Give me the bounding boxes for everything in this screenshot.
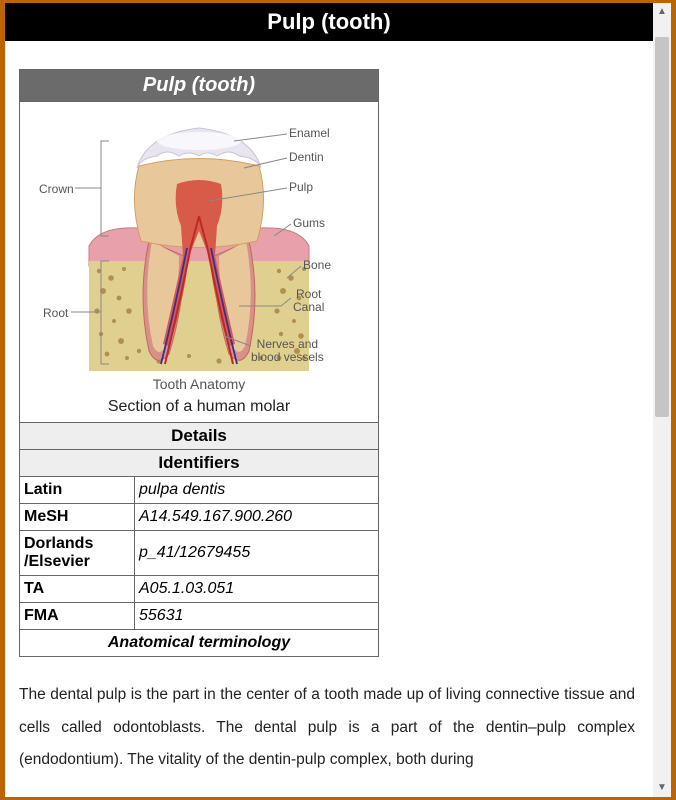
body-paragraph: The dental pulp is the part in the cente…: [19, 679, 639, 777]
infobox-footer[interactable]: Anatomical terminology: [20, 630, 379, 657]
label-bone: Bone: [303, 258, 331, 272]
row-value[interactable]: A05.1.03.051: [135, 576, 379, 603]
page-title: Pulp (tooth): [5, 3, 653, 41]
table-row: Dorlands /Elsevierp_41/12679455: [20, 531, 379, 576]
row-value[interactable]: p_41/12679455: [135, 531, 379, 576]
table-row: TAA05.1.03.051: [20, 576, 379, 603]
row-label: TA: [20, 576, 135, 603]
diagram-title: Tooth Anatomy: [153, 376, 246, 392]
scroll-down-icon[interactable]: ▼: [653, 779, 671, 797]
table-row: Latinpulpa dentis: [20, 477, 379, 504]
app-frame: Pulp (tooth) Pulp (tooth): [5, 3, 671, 797]
section-details: Details: [20, 423, 379, 450]
row-label: FMA: [20, 603, 135, 630]
label-nerves: Nerves andblood vessels: [251, 338, 324, 364]
scrollbar[interactable]: ▲ ▼: [653, 3, 671, 797]
infobox-caption: Section of a human molar: [22, 398, 376, 416]
row-label: Dorlands /Elsevier: [20, 531, 135, 576]
label-enamel: Enamel: [289, 126, 330, 140]
row-value[interactable]: 55631: [135, 603, 379, 630]
table-row: FMA55631: [20, 603, 379, 630]
content: Pulp (tooth): [5, 69, 653, 777]
scroll-up-icon[interactable]: ▲: [653, 3, 671, 21]
label-pulp: Pulp: [289, 180, 313, 194]
row-label: MeSH: [20, 504, 135, 531]
infobox: Pulp (tooth): [19, 69, 379, 657]
label-gums: Gums: [293, 216, 325, 230]
label-dentin: Dentin: [289, 150, 324, 164]
label-root: Root: [43, 306, 68, 320]
row-label: Latin: [20, 477, 135, 504]
scroll-thumb[interactable]: [655, 37, 669, 417]
infobox-image-cell: Tooth Anatomy Crown Root Enamel Dentin P…: [20, 102, 379, 423]
scroll-area[interactable]: Pulp (tooth) Pulp (tooth): [5, 3, 653, 797]
row-value[interactable]: A14.549.167.900.260: [135, 504, 379, 531]
tooth-diagram: Tooth Anatomy Crown Root Enamel Dentin P…: [29, 106, 369, 396]
section-identifiers: Identifiers: [20, 450, 379, 477]
table-row: MeSHA14.549.167.900.260: [20, 504, 379, 531]
label-root-canal: RootCanal: [293, 288, 324, 314]
row-value: pulpa dentis: [135, 477, 379, 504]
infobox-title: Pulp (tooth): [20, 70, 379, 102]
label-crown: Crown: [39, 182, 74, 196]
